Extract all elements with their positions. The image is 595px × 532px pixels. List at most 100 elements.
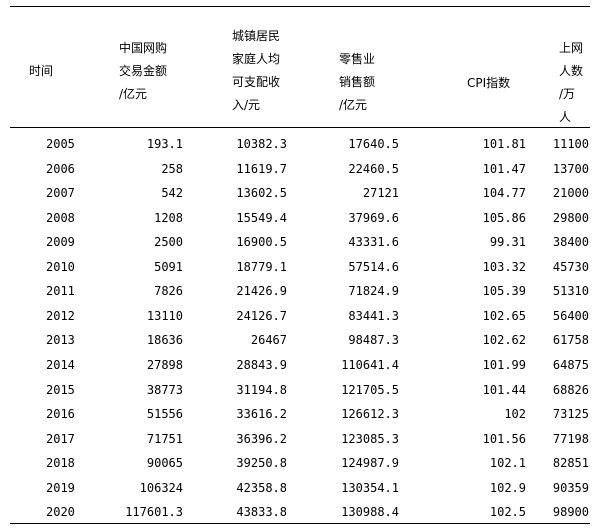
retail-cell: 22460.5 — [348, 161, 399, 176]
cpi-cell: 102.62 — [482, 333, 526, 348]
netizens-cell: 68826 — [552, 382, 589, 397]
income-cell: 15549.4 — [236, 210, 287, 225]
income-cell: 10382.3 — [236, 137, 287, 151]
year-cell: 2016 — [46, 407, 75, 422]
year-cell: 2009 — [46, 235, 75, 250]
table-row: 2019 106324 42358.8 130354.1 102.9 90359 — [0, 476, 595, 501]
year-cell: 2010 — [46, 259, 75, 274]
column-header-gmv: 中国网购 交易金额/亿元 — [119, 37, 167, 106]
cpi-cell: 101.81 — [482, 137, 526, 151]
income-cell: 43833.8 — [236, 505, 287, 520]
netizens-cell: 13700 — [552, 161, 589, 176]
table-row: 2006 258 11619.7 22460.5 101.47 13700 — [0, 157, 595, 182]
gmv-cell: 542 — [161, 186, 183, 201]
gmv-cell: 51556 — [146, 407, 183, 422]
income-cell: 16900.5 — [236, 235, 287, 250]
income-cell: 21426.9 — [236, 284, 287, 299]
gmv-cell: 38773 — [146, 382, 183, 397]
year-cell: 2020 — [46, 505, 75, 520]
column-header-income: 城镇居民 家庭人均 可支配收 入/元 — [232, 25, 280, 117]
income-cell: 18779.1 — [236, 259, 287, 274]
column-header-line: /亿元 — [339, 98, 368, 112]
column-header-line: 人数 — [559, 64, 584, 78]
table-top-rule — [10, 6, 590, 7]
table-row: 2007 542 13602.5 27121 104.77 21000 — [0, 181, 595, 206]
income-cell: 36396.2 — [236, 431, 287, 446]
cpi-cell: 102.1 — [489, 456, 526, 471]
netizens-cell: 21000 — [552, 186, 589, 201]
retail-cell: 83441.3 — [348, 308, 399, 323]
cpi-cell: 102 — [504, 407, 526, 422]
cpi-cell: 102.9 — [489, 480, 526, 495]
retail-cell: 124987.9 — [341, 456, 399, 471]
column-header-line: 人 — [559, 110, 572, 124]
column-header-line: 上网 — [559, 41, 584, 55]
retail-cell: 123085.3 — [341, 431, 399, 446]
table-row: 2008 1208 15549.4 37969.6 105.86 29800 — [0, 206, 595, 231]
table-row: 2013 18636 26467 98487.3 102.62 61758 — [0, 328, 595, 353]
income-cell: 28843.9 — [236, 357, 287, 372]
column-header-line: 可支配收 — [232, 75, 281, 89]
income-cell: 11619.7 — [236, 161, 287, 176]
year-cell: 2017 — [46, 431, 75, 446]
netizens-cell: 77198 — [552, 431, 589, 446]
table-row: 2012 13110 24126.7 83441.3 102.65 56400 — [0, 304, 595, 329]
gmv-cell: 106324 — [139, 480, 183, 495]
table-row: 2018 90065 39250.8 124987.9 102.1 82851 — [0, 451, 595, 476]
cpi-cell: 101.56 — [482, 431, 526, 446]
cpi-cell: 105.39 — [482, 284, 526, 299]
gmv-cell: 117601.3 — [125, 505, 183, 520]
retail-cell: 98487.3 — [348, 333, 399, 348]
gmv-cell: 5091 — [154, 259, 183, 274]
netizens-cell: 61758 — [552, 333, 589, 348]
cpi-cell: 103.32 — [482, 259, 526, 274]
income-cell: 24126.7 — [236, 308, 287, 323]
column-header-line: 城镇居民 — [232, 29, 281, 43]
netizens-cell: 73125 — [552, 407, 589, 422]
year-cell: 2011 — [46, 284, 75, 299]
retail-cell: 130354.1 — [341, 480, 399, 495]
column-header-time: 时间 — [29, 60, 53, 83]
netizens-cell: 98900 — [552, 505, 589, 520]
retail-cell: 71824.9 — [348, 284, 399, 299]
year-cell: 2008 — [46, 210, 75, 225]
column-header-netizens: 上网人数/万人 — [559, 37, 583, 129]
retail-cell: 37969.6 — [348, 210, 399, 225]
cpi-cell: 102.65 — [482, 308, 526, 323]
column-header-line: 时间 — [29, 64, 54, 78]
cpi-cell: 105.86 — [482, 210, 526, 225]
table-row: 2015 38773 31194.8 121705.5 101.44 68826 — [0, 378, 595, 403]
table-row: 2011 7826 21426.9 71824.9 105.39 51310 — [0, 279, 595, 304]
year-cell: 2013 — [46, 333, 75, 348]
gmv-cell: 258 — [161, 161, 183, 176]
table-row: 2005 193.1 10382.3 17640.5 101.81 11100 — [0, 132, 595, 157]
table-row: 2014 27898 28843.9 110641.4 101.99 64875 — [0, 353, 595, 378]
netizens-cell: 45730 — [552, 259, 589, 274]
retail-cell: 130988.4 — [341, 505, 399, 520]
column-header-line: 中国网购 — [119, 41, 168, 55]
retail-cell: 126612.3 — [341, 407, 399, 422]
table-bottom-rule — [10, 523, 590, 524]
netizens-cell: 56400 — [552, 308, 589, 323]
retail-cell: 121705.5 — [341, 382, 399, 397]
column-header-line: /万 — [559, 87, 576, 101]
netizens-cell: 64875 — [552, 357, 589, 372]
table-row: 2020 117601.3 43833.8 130988.4 102.5 98900 — [0, 500, 595, 525]
header-bottom-rule — [10, 127, 590, 128]
cpi-cell: 99.31 — [489, 235, 526, 250]
retail-cell: 43331.6 — [348, 235, 399, 250]
cpi-cell: 101.44 — [482, 382, 526, 397]
gmv-cell: 27898 — [146, 357, 183, 372]
gmv-cell: 18636 — [146, 333, 183, 348]
column-header-cpi: CPI指数 — [467, 72, 510, 95]
netizens-cell: 90359 — [552, 480, 589, 495]
income-cell: 39250.8 — [236, 456, 287, 471]
income-cell: 26467 — [250, 333, 287, 348]
retail-cell: 110641.4 — [341, 357, 399, 372]
table-row: 2016 51556 33616.2 126612.3 102 73125 — [0, 402, 595, 427]
table-row: 2010 5091 18779.1 57514.6 103.32 45730 — [0, 255, 595, 280]
retail-cell: 27121 — [362, 186, 399, 201]
year-cell: 2015 — [46, 382, 75, 397]
cpi-cell: 102.5 — [489, 505, 526, 520]
netizens-cell: 29800 — [552, 210, 589, 225]
